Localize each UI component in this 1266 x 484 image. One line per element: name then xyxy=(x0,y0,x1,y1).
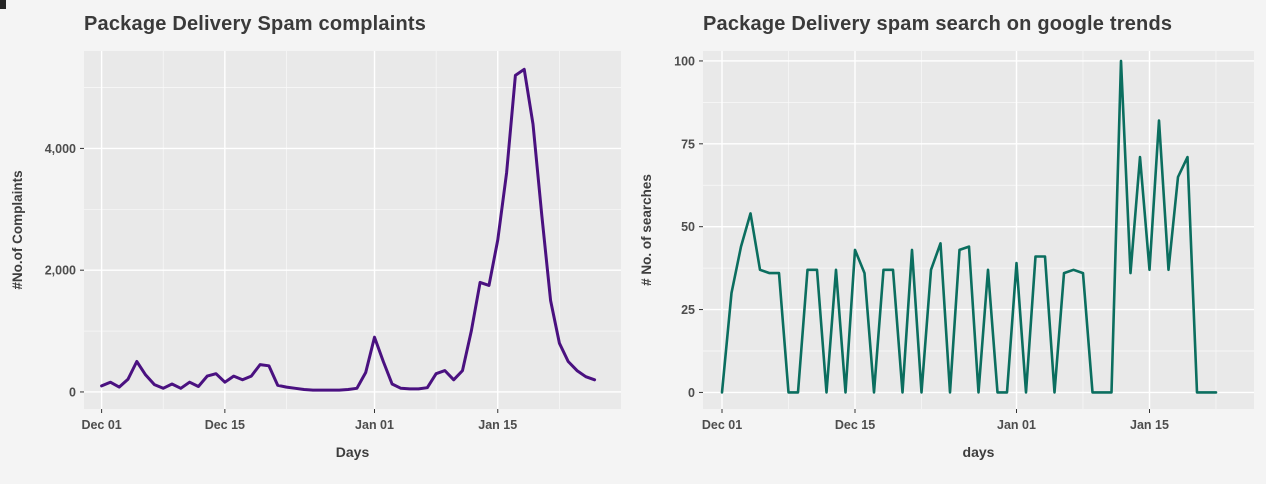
line-series xyxy=(100,67,597,392)
axis-tick-labels: 0 25 50 75 100 Dec 01 Dec 15 Jan 01 Jan 15 xyxy=(674,54,1169,432)
y-axis-tick-label: 100 xyxy=(674,54,695,68)
axis-ticks xyxy=(80,147,499,413)
y-axis-tick-label: 50 xyxy=(681,220,695,234)
y-axis-tick-label: 0 xyxy=(688,386,695,400)
x-axis-title: Days xyxy=(336,444,370,460)
y-axis-tick-label: 75 xyxy=(681,137,695,151)
x-axis-title: days xyxy=(963,444,995,460)
x-axis-tick-label: Jan 01 xyxy=(997,418,1036,432)
y-axis-title: #No.of Complaints xyxy=(10,170,25,289)
corner-artifact xyxy=(0,0,6,9)
plot-panel xyxy=(84,51,621,409)
gridlines-major xyxy=(703,51,1254,409)
y-axis-title: # No. of searches xyxy=(639,174,654,286)
x-axis-tick-label: Dec 01 xyxy=(702,418,742,432)
google-trends-chart: Package Delivery spam search on google t… xyxy=(633,0,1266,484)
y-axis-tick-label: 25 xyxy=(681,303,695,317)
x-axis-tick-label: Dec 15 xyxy=(835,418,875,432)
plot-panel xyxy=(703,51,1254,409)
y-axis-tick-label: 4,000 xyxy=(45,142,76,156)
axis-ticks xyxy=(699,60,1150,413)
x-axis-tick-label: Dec 01 xyxy=(81,418,121,432)
x-axis-tick-label: Jan 01 xyxy=(355,418,394,432)
google-trends-chart-title: Package Delivery spam search on google t… xyxy=(703,13,1173,35)
complaints-line-plot: 0 2,000 4,000 Dec 01 Dec 15 Jan 01 Jan 15 #No.o… xyxy=(10,51,621,460)
complaints-chart-title: Package Delivery Spam complaints xyxy=(84,13,427,35)
line-series xyxy=(720,59,1218,394)
google-trends-line-plot: 0 25 50 75 100 Dec 01 Dec 15 Jan 01 Jan 15 # No. … xyxy=(639,51,1254,460)
gridlines-minor xyxy=(84,51,621,409)
x-axis-tick-label: Dec 15 xyxy=(205,418,245,432)
y-axis-tick-label: 0 xyxy=(69,385,76,399)
gridlines-minor xyxy=(703,51,1254,409)
x-axis-tick-label: Jan 15 xyxy=(478,418,517,432)
x-axis-tick-label: Jan 15 xyxy=(1130,418,1169,432)
complaints-chart: Package Delivery Spam complaints 0 2,000 4… xyxy=(10,13,621,460)
y-axis-tick-label: 2,000 xyxy=(45,264,76,278)
axis-tick-labels: 0 2,000 4,000 Dec 01 Dec 15 Jan 01 Jan 15 xyxy=(45,142,518,432)
